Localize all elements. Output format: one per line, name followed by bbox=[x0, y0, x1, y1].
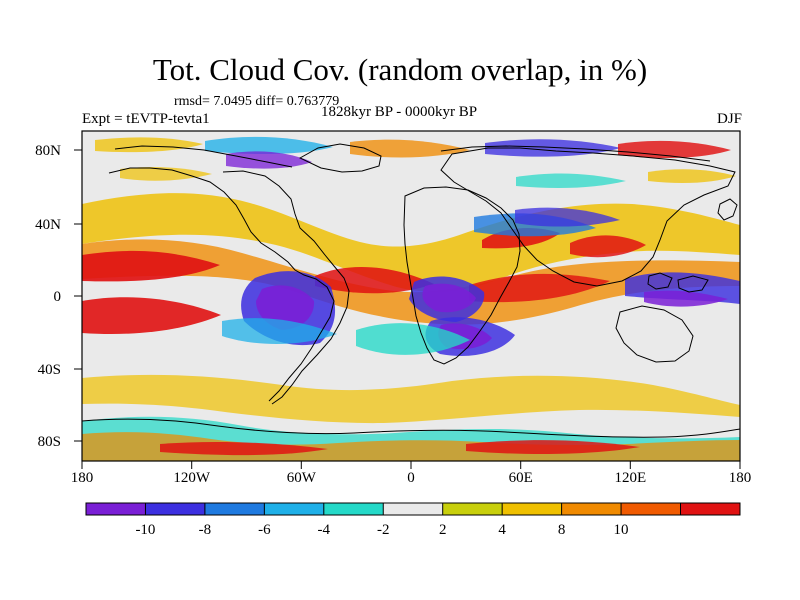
colorbar-bin-10 bbox=[621, 503, 681, 515]
y-tick-label: 40N bbox=[35, 217, 61, 233]
americas-east-coast bbox=[222, 170, 350, 405]
colorbar-bin-1 bbox=[86, 503, 146, 515]
season-text: DJF bbox=[716, 111, 742, 127]
greenland-outline bbox=[298, 143, 382, 173]
antarctic-red-patch-west bbox=[160, 441, 328, 456]
y-axis-ticks bbox=[74, 149, 82, 442]
arctic-coastline-a bbox=[114, 145, 293, 168]
red-atlantic-band bbox=[315, 266, 434, 294]
colorbar-label: 8 bbox=[558, 522, 566, 538]
x-axis-labels: 180 120W 60W 0 60E 120E 180 bbox=[71, 470, 752, 486]
colorbar-label: 10 bbox=[614, 522, 629, 538]
x-tick-label: 0 bbox=[407, 470, 415, 486]
colorbar-bin-5 bbox=[323, 503, 384, 515]
period-text: 1828kyr BP - 0000kyr BP bbox=[321, 104, 478, 120]
colorbar-label: 4 bbox=[498, 522, 506, 538]
north-asia-cyan-patch bbox=[516, 173, 626, 189]
colorbar-bin-2 bbox=[145, 503, 205, 515]
colorbar-label: -10 bbox=[135, 522, 155, 538]
arctic-orange-patch-center bbox=[350, 139, 470, 158]
colorbar-bin-9 bbox=[561, 503, 622, 515]
colorbar-bin-8 bbox=[502, 503, 562, 515]
colorbar-label: -6 bbox=[258, 522, 271, 538]
colorbar-bin-4 bbox=[264, 503, 324, 515]
colorbar-label: -4 bbox=[318, 522, 331, 538]
eurasia-outline bbox=[440, 147, 736, 287]
cloud-anomaly-field bbox=[82, 136, 740, 461]
cyan-south-atlantic-band bbox=[356, 323, 470, 355]
x-tick-label: 180 bbox=[729, 470, 752, 486]
purple-central-africa-core bbox=[422, 283, 476, 313]
africa-europe-outline bbox=[403, 186, 521, 365]
red-indian-ocean-band bbox=[469, 273, 610, 303]
colorbar-labels: -10 -8 -6 -4 -2 2 4 8 10 bbox=[135, 522, 628, 538]
cyan-southeast-pacific-band bbox=[222, 318, 337, 345]
x-axis-ticks bbox=[81, 461, 741, 469]
red-east-pacific-south bbox=[82, 297, 221, 335]
red-south-asia-patch bbox=[570, 235, 646, 258]
far-east-orange-patch bbox=[648, 169, 736, 184]
indonesia-outline-a bbox=[647, 272, 673, 290]
x-tick-label: 180 bbox=[71, 470, 94, 486]
north-pacific-orange-patch bbox=[120, 166, 212, 181]
x-tick-label: 60W bbox=[287, 470, 317, 486]
red-orange-belt bbox=[82, 239, 740, 325]
antarctic-red-patch-east bbox=[466, 440, 640, 455]
x-tick-label: 120E bbox=[614, 470, 646, 486]
arctic-coastline-b bbox=[440, 145, 711, 162]
colorbar-bin-7 bbox=[442, 503, 503, 515]
chart-title: Tot. Cloud Cov. (random overlap, in %) bbox=[152, 52, 648, 87]
y-tick-label: 0 bbox=[54, 289, 62, 305]
stats-text: rmsd= 7.0495 diff= 0.763779 bbox=[174, 94, 340, 109]
red-east-pacific-north bbox=[82, 250, 220, 282]
colorbar-bin-3 bbox=[204, 503, 265, 515]
coastline-layer bbox=[81, 143, 741, 438]
y-axis-labels: 80N 40N 0 40S 80S bbox=[35, 143, 61, 450]
colorbar-label: -8 bbox=[199, 522, 212, 538]
colorbar-frame bbox=[85, 502, 741, 516]
colorbar-bin-11 bbox=[680, 503, 740, 515]
colorbar-bin-6 bbox=[383, 503, 443, 515]
y-tick-label: 80N bbox=[35, 143, 61, 159]
colorbar-label: -2 bbox=[377, 522, 390, 538]
experiment-text: Expt = tEVTP-tevta1 bbox=[82, 111, 210, 127]
blue-arabian-band bbox=[515, 207, 620, 227]
australia-outline bbox=[615, 305, 694, 363]
colorbar-separators bbox=[144, 503, 681, 515]
colorbar-label: 2 bbox=[439, 522, 447, 538]
y-tick-label: 40S bbox=[38, 362, 61, 378]
x-tick-label: 120W bbox=[173, 470, 211, 486]
map-panel: 180 120W 60W 0 60E 120E 180 80N 40N 0 40… bbox=[35, 130, 752, 486]
arctic-purple-patch bbox=[226, 151, 312, 169]
x-tick-label: 60E bbox=[509, 470, 533, 486]
colorbar-bins bbox=[86, 503, 740, 515]
purple-maritime-core bbox=[644, 290, 728, 307]
americas-west-coast bbox=[108, 167, 335, 402]
indonesia-outline-b bbox=[677, 275, 709, 293]
arctic-blue-patch-center bbox=[205, 136, 333, 155]
antarctica-coastline bbox=[81, 418, 741, 438]
y-tick-label: 80S bbox=[38, 434, 61, 450]
japan-outline bbox=[717, 198, 738, 221]
colorbar: -10 -8 -6 -4 -2 2 4 8 10 bbox=[85, 502, 741, 538]
southern-ocean-orange-band bbox=[82, 374, 740, 424]
